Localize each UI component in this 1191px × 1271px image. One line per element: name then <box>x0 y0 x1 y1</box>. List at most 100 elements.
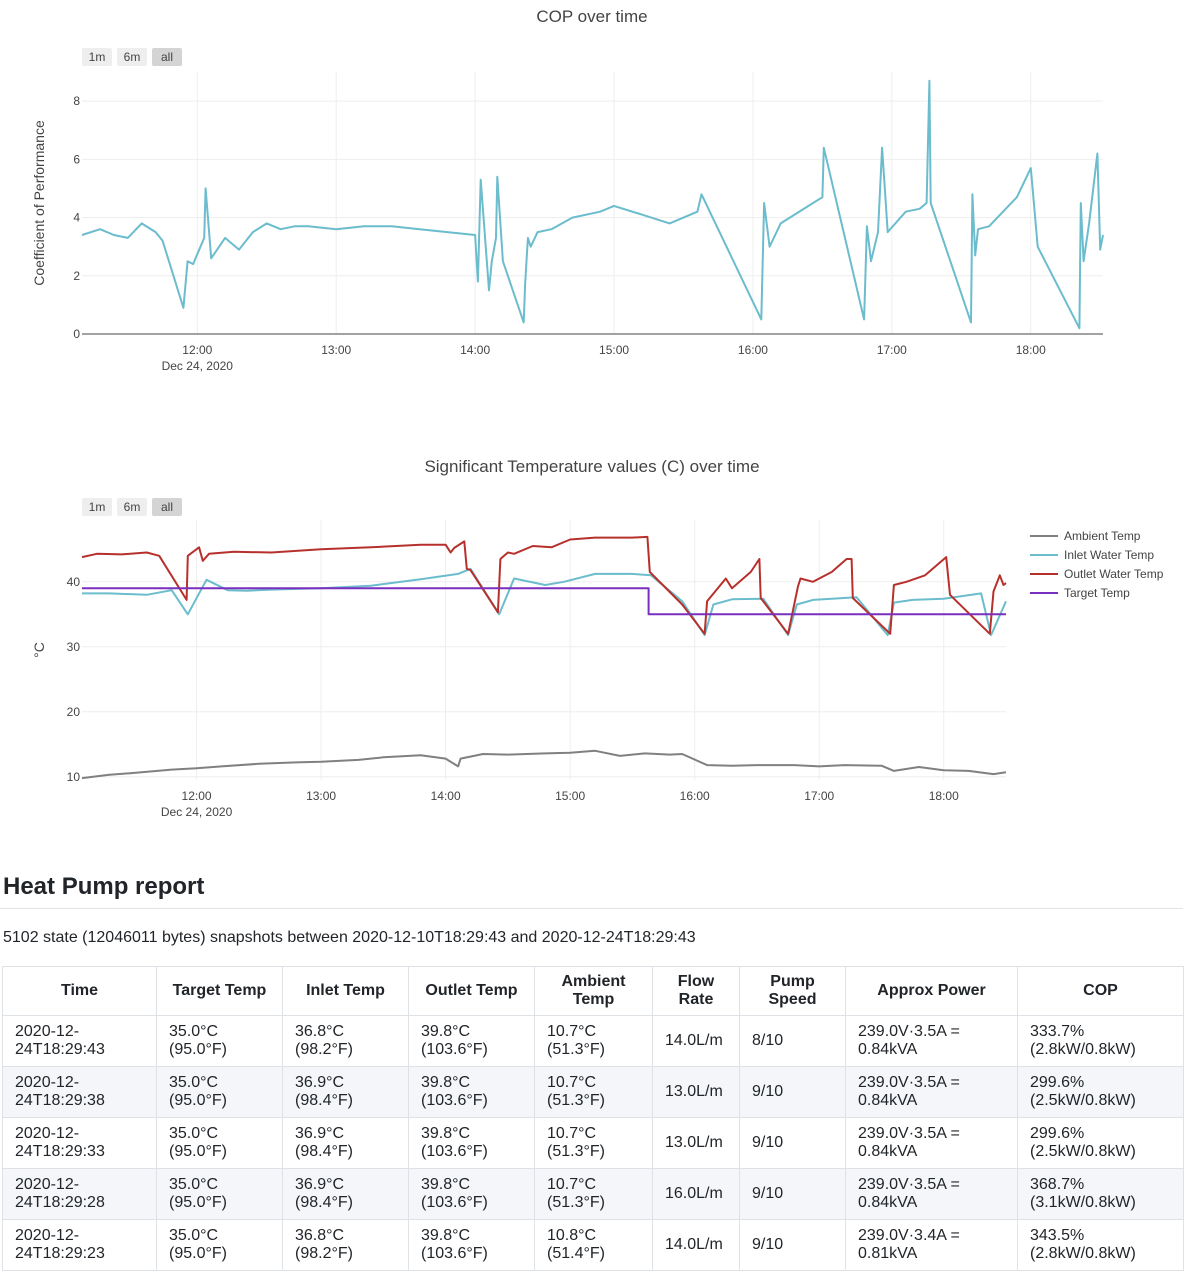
cop-chart[interactable]: COP over time 1m 6m all 0 2 4 6 8 12:00 Dec 24, 20… <box>0 0 1191 420</box>
cop-chart-block: COP over time 1m 6m all 0 2 4 6 8 12:00 Dec 24, 20… <box>0 0 1191 420</box>
report-table: Time Target Temp Inlet Temp Outlet Temp Ambi… <box>2 966 1184 1271</box>
y-tick-label: 20 <box>67 705 81 719</box>
range-button-bg[interactable] <box>117 48 147 66</box>
x-tick-label: 15:00 <box>555 789 585 803</box>
x-tick-sublabel: Dec 24, 2020 <box>161 805 233 819</box>
table-cell: 10.7°C (51.3°F) <box>534 1015 653 1067</box>
table-cell: 10.7°C (51.3°F) <box>534 1168 653 1220</box>
column-header: Pump Speed <box>739 966 846 1016</box>
legend-label: Inlet Water Temp <box>1064 548 1154 562</box>
legend-item[interactable]: Target Temp <box>1030 586 1130 600</box>
x-tick-label: 18:00 <box>1016 343 1046 357</box>
table-cell: 343.5% (2.8kW/0.8kW) <box>1017 1219 1184 1271</box>
table-cell: 239.0V·3.5A = 0.84kVA <box>845 1066 1018 1118</box>
table-cell: 8/10 <box>739 1015 846 1067</box>
table-row: 2020-12-24T18:29:38 35.0°C (95.0°F) 36.9°C… <box>2 1066 1184 1118</box>
series-line-outlet-water-temp[interactable] <box>81 535 1007 635</box>
y-tick-label: 40 <box>67 575 81 589</box>
range-button-label: 6m <box>124 500 141 514</box>
table-cell: 2020-12-24T18:29:23 <box>2 1219 157 1271</box>
table-cell: 2020-12-24T18:29:38 <box>2 1066 157 1118</box>
table-cell: 39.8°C (103.6°F) <box>408 1168 535 1220</box>
column-header: Outlet Temp <box>408 966 535 1016</box>
table-cell: 13.0L/m <box>652 1066 740 1118</box>
table-cell: 9/10 <box>739 1066 846 1118</box>
table-cell: 39.8°C (103.6°F) <box>408 1066 535 1118</box>
table-row: 2020-12-24T18:29:33 35.0°C (95.0°F) 36.9°C… <box>2 1117 1184 1169</box>
series-line-target-temp[interactable] <box>82 587 1006 616</box>
range-button-label: all <box>161 50 173 64</box>
x-tick-label: 16:00 <box>738 343 768 357</box>
table-row: 2020-12-24T18:29:23 35.0°C (95.0°F) 36.8°C… <box>2 1219 1184 1271</box>
table-cell: 239.0V·3.5A = 0.84kVA <box>845 1117 1018 1169</box>
table-cell: 2020-12-24T18:29:43 <box>2 1015 157 1067</box>
x-tick-label: 12:00 <box>182 789 212 803</box>
range-button-label: 6m <box>124 50 141 64</box>
table-cell: 239.0V·3.5A = 0.84kVA <box>845 1168 1018 1220</box>
table-cell: 16.0L/m <box>652 1168 740 1220</box>
table-cell: 39.8°C (103.6°F) <box>408 1117 535 1169</box>
table-cell: 9/10 <box>739 1168 846 1220</box>
legend-item[interactable]: Outlet Water Temp <box>1030 567 1164 581</box>
chart-title: COP over time <box>536 7 647 26</box>
range-button-label: all <box>161 500 173 514</box>
table-cell: 10.7°C (51.3°F) <box>534 1117 653 1169</box>
report-section: Heat Pump report 5102 state (12046011 by… <box>0 868 1191 1271</box>
range-button-bg[interactable] <box>82 48 112 66</box>
table-header-row: Time Target Temp Inlet Temp Outlet Temp Ambi… <box>2 966 1184 1016</box>
table-cell: 299.6% (2.5kW/0.8kW) <box>1017 1066 1184 1118</box>
legend-label: Target Temp <box>1064 586 1130 600</box>
report-title: Heat Pump report <box>3 873 205 900</box>
x-tick-label: 17:00 <box>804 789 834 803</box>
y-tick-label: 8 <box>73 94 80 108</box>
temperature-chart[interactable]: Significant Temperature values (C) over … <box>0 450 1191 850</box>
range-button-1m[interactable]: 1m <box>82 48 112 66</box>
range-button-bg[interactable] <box>152 48 182 66</box>
x-tick-label: 15:00 <box>599 343 629 357</box>
column-header: Target Temp <box>156 966 283 1016</box>
range-button-all[interactable]: all <box>152 498 182 516</box>
series-line-ambient-temp[interactable] <box>81 749 1007 780</box>
range-button-label: 1m <box>89 50 106 64</box>
y-tick-label: 4 <box>73 211 80 225</box>
legend-item[interactable]: Ambient Temp <box>1030 529 1141 543</box>
table-cell: 14.0L/m <box>652 1015 740 1067</box>
range-button-bg[interactable] <box>152 498 182 516</box>
table-cell: 39.8°C (103.6°F) <box>408 1015 535 1067</box>
table-cell: 36.9°C (98.4°F) <box>282 1066 409 1118</box>
series-line-cop[interactable] <box>81 79 1104 330</box>
y-tick-label: 30 <box>67 640 81 654</box>
range-button-bg[interactable] <box>82 498 112 516</box>
table-cell: 36.8°C (98.2°F) <box>282 1015 409 1067</box>
x-tick-label: 13:00 <box>321 343 351 357</box>
table-cell: 35.0°C (95.0°F) <box>156 1219 283 1271</box>
legend-label: Ambient Temp <box>1064 529 1141 543</box>
table-cell: 10.7°C (51.3°F) <box>534 1066 653 1118</box>
x-tick-label: 17:00 <box>877 343 907 357</box>
temperature-chart-block: Significant Temperature values (C) over … <box>0 450 1191 850</box>
report-divider <box>0 908 1183 909</box>
y-tick-label: 2 <box>73 269 80 283</box>
table-cell: 36.8°C (98.2°F) <box>282 1219 409 1271</box>
table-cell: 14.0L/m <box>652 1219 740 1271</box>
table-cell: 333.7% (2.8kW/0.8kW) <box>1017 1015 1184 1067</box>
table-row: 2020-12-24T18:29:28 35.0°C (95.0°F) 36.9°C… <box>2 1168 1184 1220</box>
range-button-1m[interactable]: 1m <box>82 498 112 516</box>
range-button-all[interactable]: all <box>152 48 182 66</box>
table-cell: 299.6% (2.5kW/0.8kW) <box>1017 1117 1184 1169</box>
table-cell: 35.0°C (95.0°F) <box>156 1015 283 1067</box>
y-tick-label: 6 <box>73 152 80 166</box>
range-button-bg[interactable] <box>117 498 147 516</box>
table-body: 2020-12-24T18:29:43 35.0°C (95.0°F) 36.8°C… <box>2 1015 1184 1271</box>
table-cell: 239.0V·3.5A = 0.84kVA <box>845 1015 1018 1067</box>
y-axis-label: Coefficient of Performance <box>31 120 47 286</box>
table-cell: 36.9°C (98.4°F) <box>282 1168 409 1220</box>
column-header: Inlet Temp <box>282 966 409 1016</box>
table-cell: 13.0L/m <box>652 1117 740 1169</box>
range-button-6m[interactable]: 6m <box>117 48 147 66</box>
y-tick-label: 0 <box>73 327 80 341</box>
legend-item[interactable]: Inlet Water Temp <box>1030 548 1154 562</box>
series-line-inlet-water-temp[interactable] <box>82 567 1007 637</box>
column-header: Ambient Temp <box>534 966 653 1016</box>
range-button-6m[interactable]: 6m <box>117 498 147 516</box>
